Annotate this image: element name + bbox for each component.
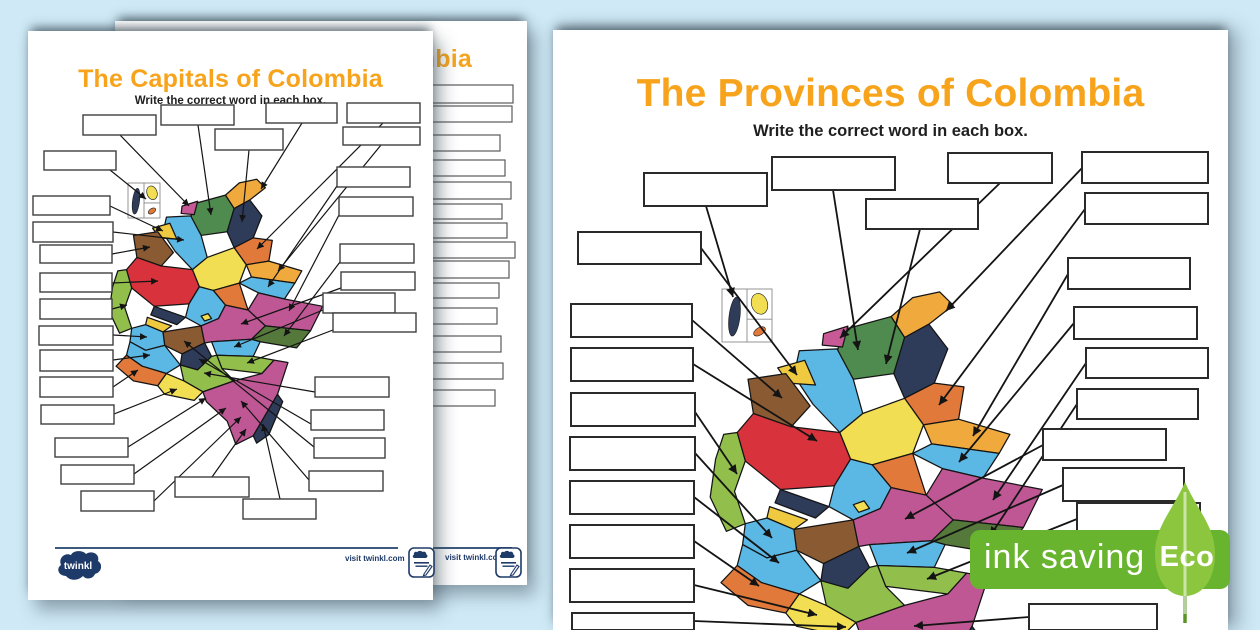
- footer-rule: [55, 547, 398, 549]
- provinces-title: The Provinces of Colombia: [636, 72, 1145, 115]
- visit-link[interactable]: visit twinkl.com: [345, 554, 405, 563]
- visit-link[interactable]: visit twinkl.com: [445, 553, 505, 562]
- svg-text:twinkl: twinkl: [64, 561, 93, 572]
- capitals-title: The Capitals of Colombia: [78, 65, 383, 93]
- provinces-subtitle: Write the correct word in each box.: [753, 122, 1028, 140]
- twinkl-quality-badge-icon: [408, 547, 435, 578]
- capitals-subtitle: Write the correct word in each box.: [134, 95, 327, 107]
- twinkl-logo: twinkl: [58, 551, 101, 580]
- eco-label: Eco: [1159, 541, 1215, 573]
- capitals-worksheet-page: The Capitals of Colombia Write the corre…: [28, 31, 435, 600]
- ink-saving-label: ink saving: [984, 538, 1146, 576]
- twinkl-quality-badge-icon: [495, 547, 522, 578]
